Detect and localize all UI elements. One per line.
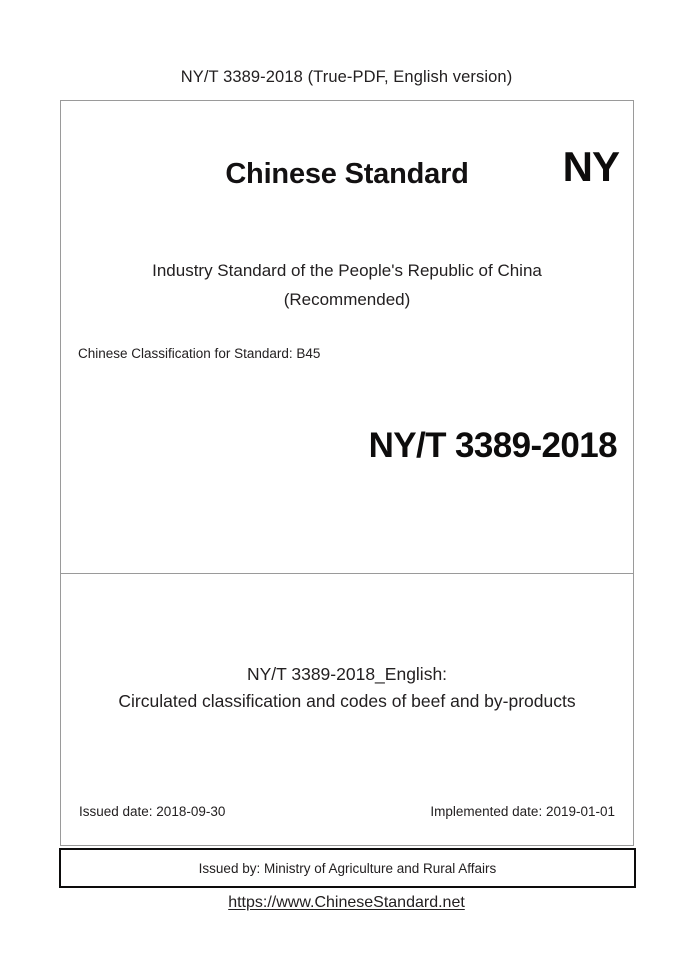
page-title: Chinese Standard — [225, 158, 469, 190]
classification-code: Chinese Classification for Standard: B45 — [78, 346, 321, 361]
english-title-block: NY/T 3389-2018_English: Circulated class… — [61, 661, 633, 715]
english-title-line-2: Circulated classification and codes of b… — [118, 691, 576, 711]
cover-upper-panel: Chinese Standard NY Industry Standard of… — [61, 101, 633, 574]
title-row: Chinese Standard NY — [61, 146, 633, 206]
cover-lower-panel: NY/T 3389-2018_English: Circulated class… — [61, 574, 633, 845]
standard-number: NY/T 3389-2018 — [368, 426, 618, 465]
agency-logo: NY — [562, 143, 620, 190]
cover-frame: Chinese Standard NY Industry Standard of… — [60, 100, 634, 846]
subtitle-line-1: Industry Standard of the People's Republ… — [152, 261, 542, 280]
issuer-box: Issued by: Ministry of Agriculture and R… — [59, 848, 636, 888]
implemented-date: Implemented date: 2019-01-01 — [430, 804, 615, 819]
website-link[interactable]: https://www.ChineseStandard.net — [228, 894, 465, 911]
dates-row: Issued date: 2018-09-30 Implemented date… — [61, 804, 633, 819]
subtitle-line-2: (Recommended) — [283, 290, 411, 309]
issued-date: Issued date: 2018-09-30 — [79, 804, 226, 819]
issued-by-label: Issued by: Ministry of Agriculture and R… — [198, 860, 497, 876]
english-title-line-1: NY/T 3389-2018_English: — [246, 664, 448, 684]
subtitle-block: Industry Standard of the People's Republ… — [61, 256, 633, 314]
document-header-line: NY/T 3389-2018 (True-PDF, English versio… — [180, 68, 513, 86]
